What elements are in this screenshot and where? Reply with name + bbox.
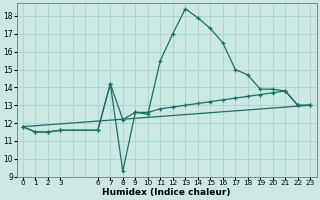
X-axis label: Humidex (Indice chaleur): Humidex (Indice chaleur)	[102, 188, 231, 197]
